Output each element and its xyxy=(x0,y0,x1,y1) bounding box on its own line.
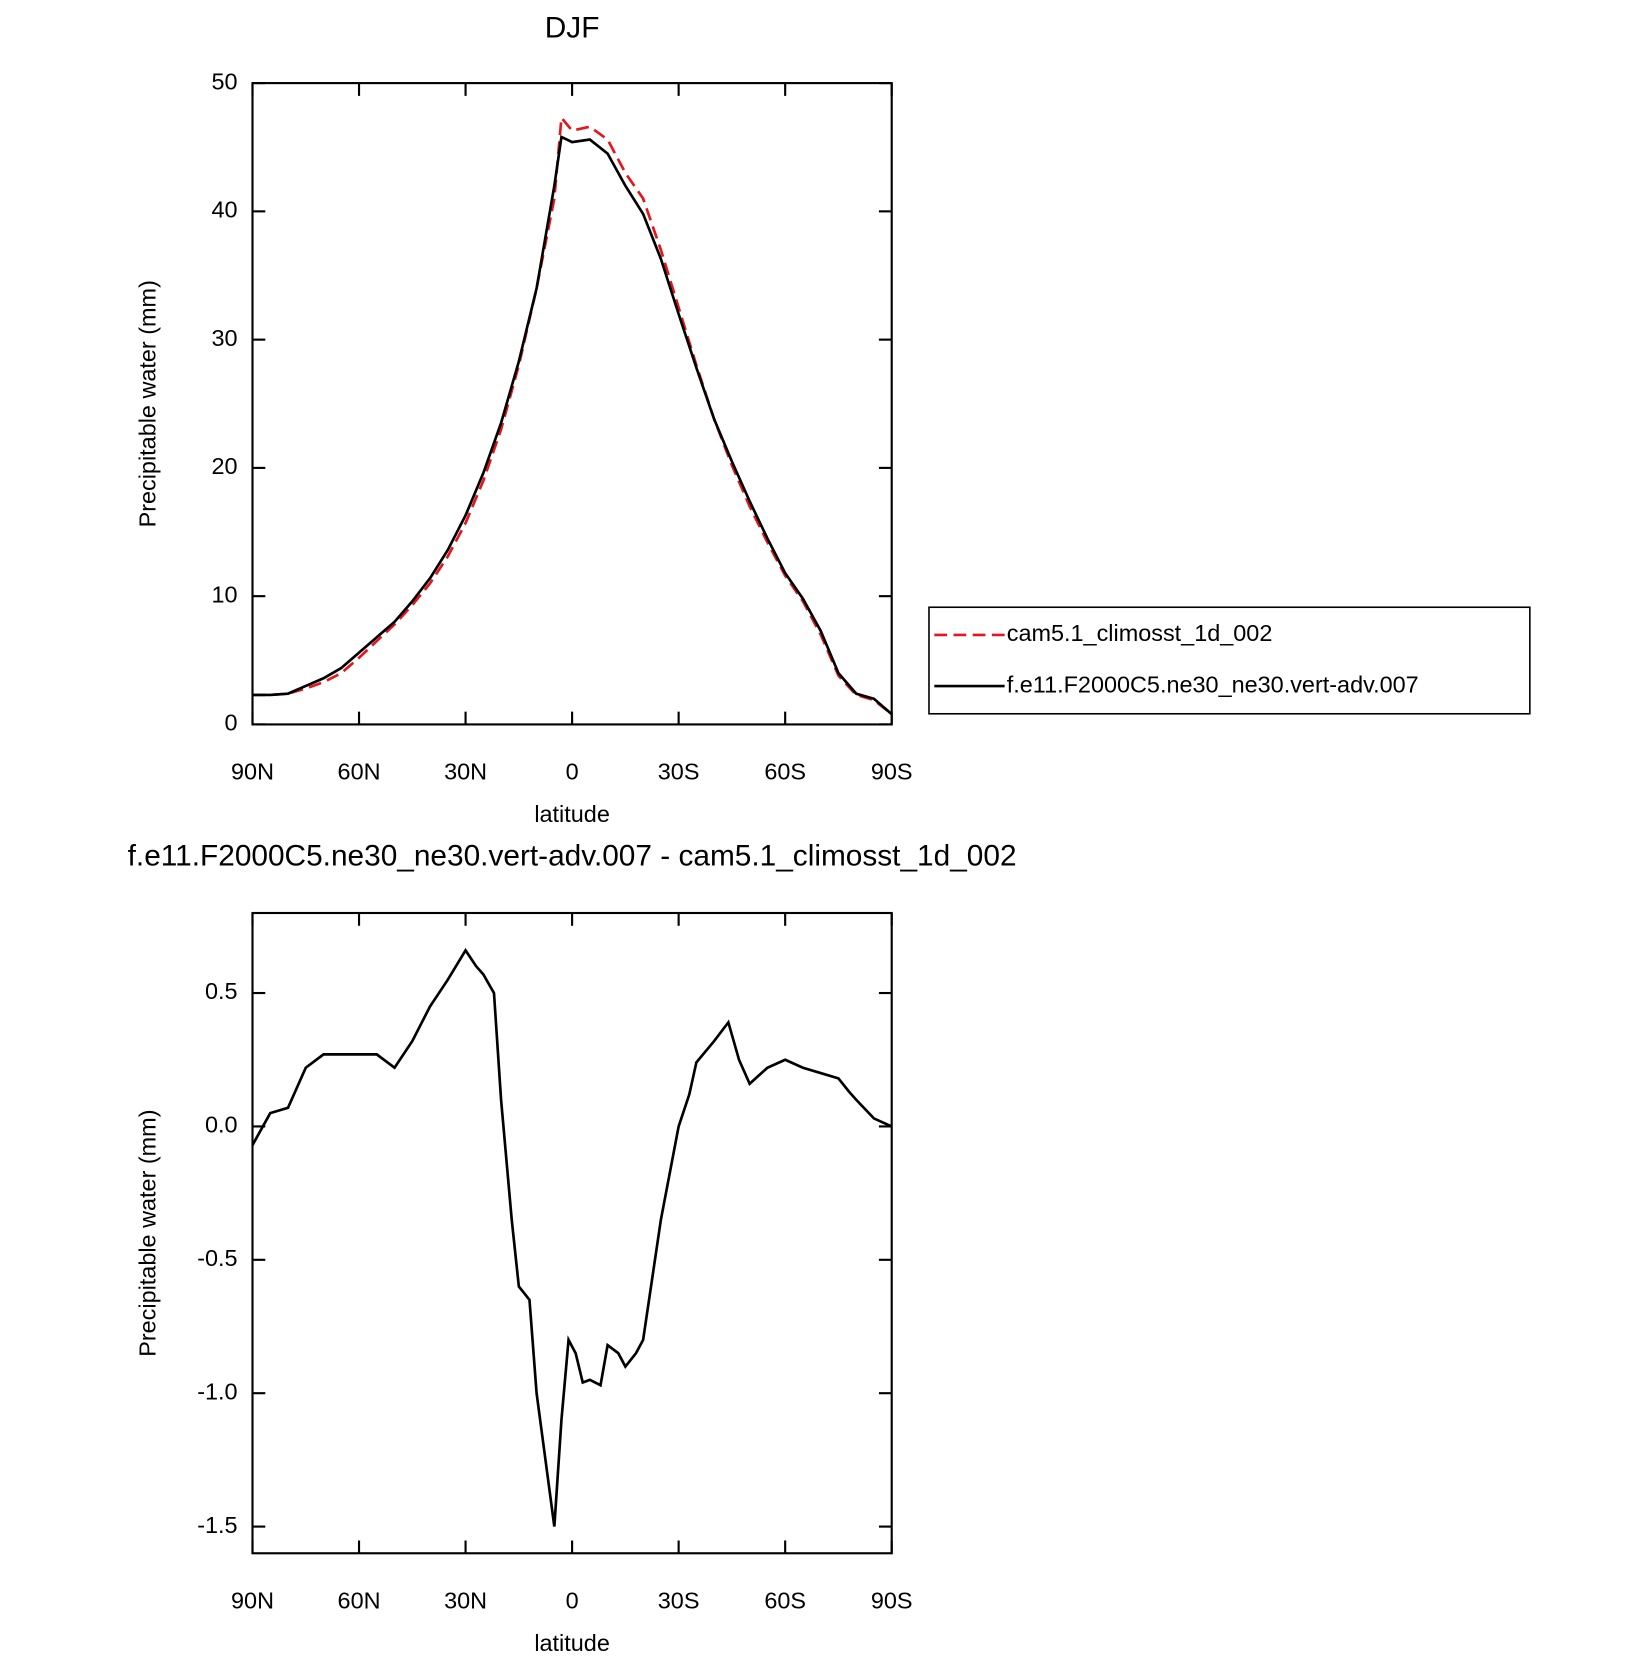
x-tick-label: 60N xyxy=(338,1587,381,1613)
y-tick-label: 30 xyxy=(212,325,238,351)
plot-frame xyxy=(251,82,893,726)
y-tick-label: -0.5 xyxy=(197,1245,237,1271)
data-line xyxy=(252,134,893,716)
data-line xyxy=(252,114,893,716)
chart-title: f.e11.F2000C5.ne30_ne30.vert-adv.007 - c… xyxy=(128,839,1017,872)
legend-label: f.e11.F2000C5.ne30_ne30.vert-adv.007 xyxy=(1007,671,1419,697)
x-tick-label: 90N xyxy=(231,759,274,785)
x-tick-label: 60S xyxy=(764,1587,806,1613)
x-tick-label: 30S xyxy=(658,759,700,785)
data-line xyxy=(251,947,893,1527)
x-tick-label: 90S xyxy=(871,1587,913,1613)
y-tick-label: 0 xyxy=(225,710,238,736)
x-tick-label: 30S xyxy=(658,1587,700,1613)
x-axis-label: latitude xyxy=(534,801,610,827)
x-tick-label: 0 xyxy=(566,759,579,785)
legend-label: cam5.1_climosst_1d_002 xyxy=(1007,620,1273,646)
y-tick-label: 20 xyxy=(212,453,238,479)
y-tick-label: -1.0 xyxy=(197,1378,237,1404)
x-axis-label: latitude xyxy=(534,1630,610,1656)
x-tick-label: 0 xyxy=(566,1587,579,1613)
x-tick-label: 30N xyxy=(444,1587,487,1613)
y-tick-label: 40 xyxy=(212,197,238,223)
legend-box xyxy=(928,606,1531,715)
x-tick-label: 90N xyxy=(231,1587,274,1613)
y-tick-label: -1.5 xyxy=(197,1512,237,1538)
y-axis-label: Precipitable water (mm) xyxy=(134,1109,160,1356)
y-tick-label: 10 xyxy=(212,581,238,607)
x-tick-label: 60N xyxy=(338,759,381,785)
x-tick-label: 60S xyxy=(764,759,806,785)
y-tick-label: 50 xyxy=(212,68,238,94)
y-tick-label: 0.0 xyxy=(205,1112,238,1138)
y-axis-label: Precipitable water (mm) xyxy=(134,280,160,527)
x-tick-label: 30N xyxy=(444,759,487,785)
y-tick-label: 0.5 xyxy=(205,978,238,1004)
chart-title: DJF xyxy=(545,12,600,45)
x-tick-label: 90S xyxy=(871,759,913,785)
plot-frame xyxy=(251,911,893,1555)
